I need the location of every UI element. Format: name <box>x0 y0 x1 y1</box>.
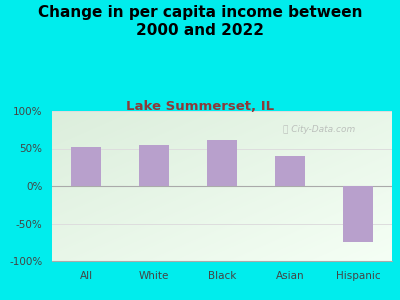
Bar <box>71 147 101 186</box>
Bar <box>275 156 305 186</box>
Bar <box>139 145 169 186</box>
Bar <box>207 140 237 186</box>
Bar <box>343 186 373 242</box>
Text: ⓘ City-Data.com: ⓘ City-Data.com <box>283 124 356 134</box>
Text: Lake Summerset, IL: Lake Summerset, IL <box>126 100 274 113</box>
Text: Change in per capita income between
2000 and 2022: Change in per capita income between 2000… <box>38 4 362 38</box>
